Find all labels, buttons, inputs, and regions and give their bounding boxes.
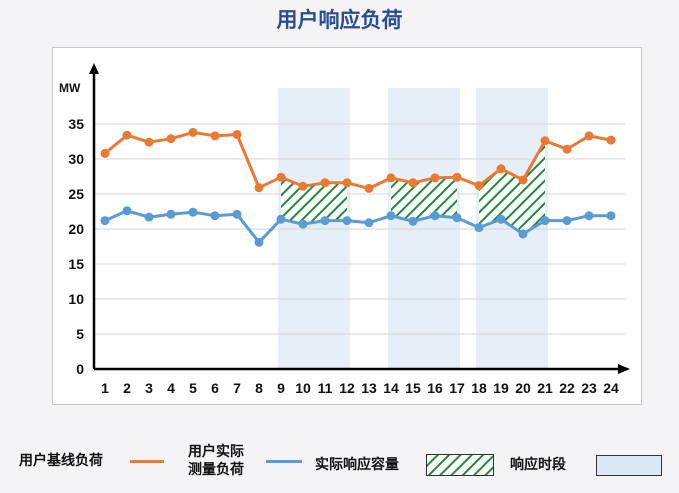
x-tick-label-21: 21 [537, 380, 553, 396]
legend-capacity-label: 实际响应容量 [315, 457, 399, 473]
baseline-point-16 [430, 173, 440, 183]
legend-capacity-swatch [426, 454, 494, 476]
baseline-point-13 [364, 183, 374, 193]
baseline-point-4 [166, 134, 176, 144]
baseline-point-7 [232, 130, 242, 139]
chart-title: 用户响应负荷 [276, 8, 403, 32]
baseline-point-10 [298, 181, 308, 191]
baseline-point-6 [210, 131, 220, 141]
measured-point-22 [562, 216, 572, 226]
x-tick-label-16: 16 [427, 380, 443, 396]
response-capacity-area-1 [281, 177, 347, 225]
measured-point-16 [430, 211, 440, 221]
y-axis-label: MW [59, 81, 81, 95]
legend-period-label: 响应时段 [510, 457, 566, 473]
x-tick-label-22: 22 [559, 380, 575, 396]
measured-point-10 [298, 219, 308, 229]
x-tick-label-12: 12 [339, 380, 355, 396]
legend-baseline-swatch [130, 460, 164, 463]
baseline-point-12 [342, 178, 352, 188]
legend-measured-label-line2: 测量负荷 [188, 462, 244, 478]
measured-point-20 [518, 229, 528, 239]
measured-point-12 [342, 216, 352, 226]
y-tick-label-15: 15 [68, 256, 84, 272]
measured-point-3 [144, 212, 154, 222]
x-tick-label-1: 1 [101, 380, 109, 396]
x-tick-label-11: 11 [318, 380, 333, 396]
y-tick-label-35: 35 [68, 116, 84, 132]
measured-point-18 [474, 223, 484, 233]
baseline-point-19 [496, 164, 506, 174]
measured-point-17 [452, 213, 462, 223]
baseline-point-20 [518, 175, 528, 185]
baseline-point-2 [122, 130, 132, 140]
legend-period-swatch [596, 455, 662, 476]
x-tick-label-10: 10 [295, 380, 311, 396]
measured-point-1 [100, 216, 110, 226]
x-tick-label-5: 5 [189, 380, 197, 396]
measured-point-7 [232, 209, 242, 219]
response-capacity-area-2 [391, 177, 457, 222]
measured-point-6 [210, 211, 220, 221]
y-tick-label-30: 30 [68, 151, 84, 167]
baseline-point-24 [606, 135, 616, 145]
measured-point-2 [122, 206, 132, 216]
x-tick-label-18: 18 [471, 380, 487, 396]
measured-point-5 [188, 207, 198, 217]
measured-point-11 [320, 216, 330, 226]
x-tick-label-13: 13 [361, 380, 377, 396]
measured-point-24 [606, 211, 616, 221]
baseline-point-3 [144, 137, 154, 147]
baseline-point-17 [452, 172, 462, 182]
measured-point-14 [386, 211, 396, 221]
measured-point-21 [540, 216, 550, 226]
legend-measured-label-line1: 用户实际 [188, 444, 244, 460]
baseline-point-22 [562, 144, 572, 154]
x-tick-label-2: 2 [123, 380, 131, 396]
x-axis-arrow [618, 364, 630, 374]
baseline-point-18 [474, 181, 484, 191]
x-tick-label-17: 17 [449, 380, 465, 396]
measured-point-23 [584, 211, 594, 221]
y-axis-arrow [89, 63, 99, 74]
x-tick-label-14: 14 [383, 380, 399, 396]
y-tick-label-5: 5 [76, 326, 84, 342]
measured-point-4 [166, 209, 176, 219]
measured-point-19 [496, 214, 506, 224]
x-tick-label-20: 20 [515, 380, 531, 396]
measured-point-8 [254, 237, 264, 247]
baseline-point-14 [386, 173, 396, 183]
y-tick-label-10: 10 [68, 291, 84, 307]
x-tick-label-7: 7 [233, 380, 241, 396]
x-tick-label-4: 4 [167, 380, 175, 396]
x-tick-label-9: 9 [277, 380, 285, 396]
response-capacity-area-3 [479, 140, 545, 234]
legend-baseline-label: 用户基线负荷 [19, 453, 103, 469]
measured-point-13 [364, 218, 374, 228]
x-tick-label-15: 15 [405, 380, 421, 396]
x-tick-label-6: 6 [211, 380, 219, 396]
y-tick-label-0: 0 [76, 361, 84, 377]
measured-point-15 [408, 216, 418, 226]
x-tick-label-23: 23 [581, 380, 597, 396]
baseline-point-21 [540, 136, 550, 146]
measured-point-9 [276, 214, 286, 224]
x-tick-label-19: 19 [493, 380, 509, 396]
x-tick-label-24: 24 [603, 380, 619, 396]
baseline-point-1 [100, 148, 110, 158]
baseline-point-8 [254, 183, 264, 193]
baseline-point-15 [408, 178, 418, 188]
y-tick-label-25: 25 [68, 186, 84, 202]
baseline-point-5 [188, 127, 198, 137]
x-tick-label-3: 3 [145, 380, 153, 396]
y-tick-label-20: 20 [68, 221, 84, 237]
baseline-point-9 [276, 172, 286, 182]
baseline-point-23 [584, 131, 594, 141]
baseline-point-11 [320, 178, 330, 188]
legend-measured-swatch [266, 460, 302, 463]
x-tick-label-8: 8 [255, 380, 263, 396]
